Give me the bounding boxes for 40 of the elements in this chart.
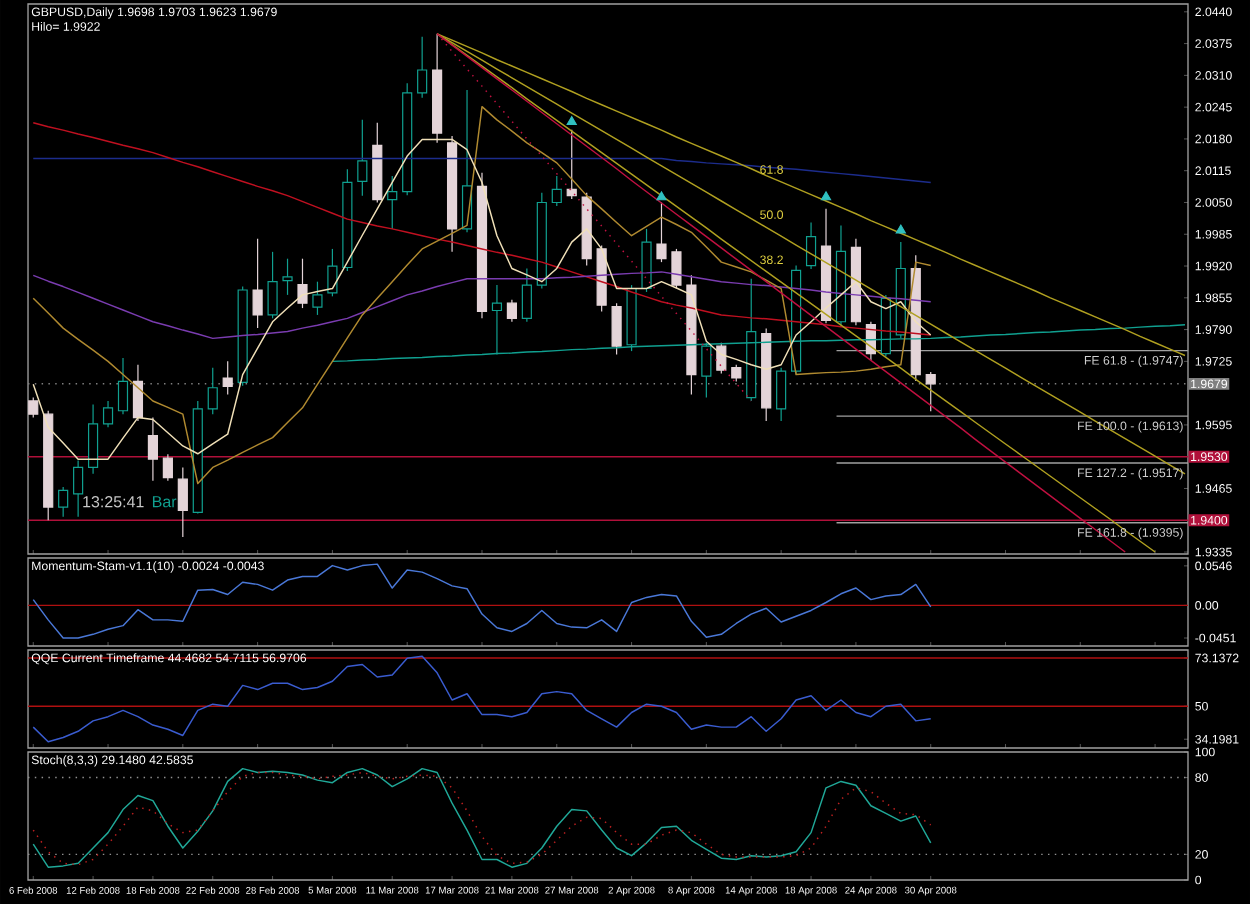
- candlestick: [87, 403, 99, 475]
- candlestick: [671, 248, 682, 290]
- annotation: Bar: [152, 496, 177, 508]
- point: [656, 191, 667, 201]
- candlestick: [207, 367, 218, 415]
- point: [566, 115, 577, 126]
- candlestick: [387, 175, 398, 230]
- candlestick: [417, 36, 428, 99]
- candlestick: [102, 400, 114, 428]
- point: [895, 224, 906, 234]
- point: [820, 191, 832, 201]
- candlestick: [611, 302, 622, 356]
- candlestick: [147, 416, 158, 482]
- candlestick: [282, 258, 293, 296]
- candlestick: [297, 258, 308, 309]
- candlestick: [925, 371, 936, 412]
- candlestick: [28, 396, 39, 419]
- candlestick: [117, 357, 129, 415]
- line-series: [32, 563, 932, 639]
- candlestick: [506, 299, 517, 323]
- candlestick: [267, 251, 278, 319]
- candlestick: [656, 201, 667, 263]
- candlestick: [132, 364, 144, 422]
- candlestick: [551, 175, 562, 207]
- line-series: [32, 105, 932, 485]
- candlestick: [776, 367, 787, 422]
- line-series: [32, 655, 932, 743]
- candlestick: [521, 267, 532, 323]
- candlestick: [312, 281, 323, 316]
- candlestick: [327, 248, 338, 297]
- candlestick: [58, 486, 69, 518]
- candlestick: [222, 360, 233, 396]
- candlestick: [641, 228, 652, 293]
- candlestick: [162, 453, 173, 482]
- candlestick: [73, 460, 84, 518]
- candlestick: [805, 221, 817, 270]
- annotation: 13:25:41: [83, 496, 144, 508]
- candlestick: [252, 238, 263, 329]
- candlestick: [177, 466, 188, 538]
- candlestick: [357, 119, 368, 197]
